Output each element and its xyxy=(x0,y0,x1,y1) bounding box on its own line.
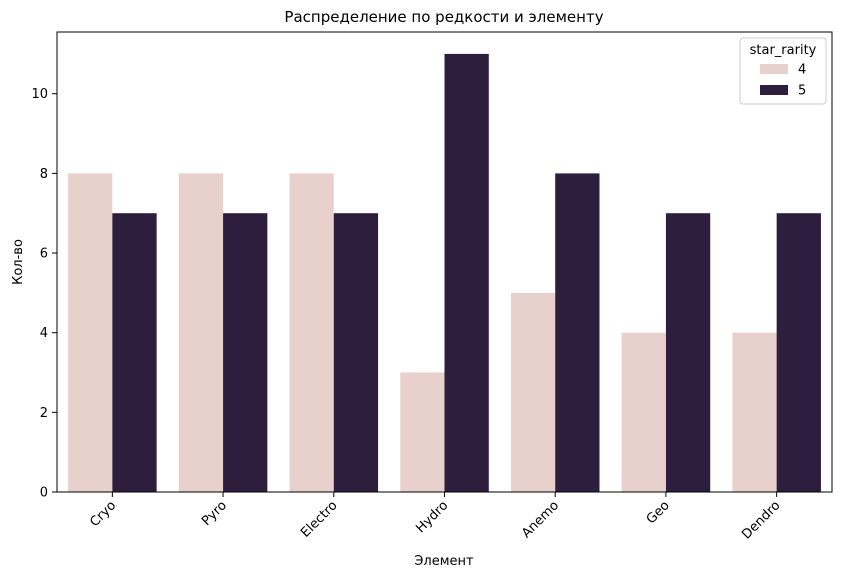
x-tick-label-anemo: Anemo xyxy=(519,498,562,541)
bar-dendro-rarity-5 xyxy=(776,213,821,492)
x-tick-label-pyro: Pyro xyxy=(199,498,230,529)
legend-swatch-4 xyxy=(760,64,788,74)
bar-pyro-rarity-5 xyxy=(223,213,268,492)
bar-dendro-rarity-4 xyxy=(732,332,777,492)
bars-group xyxy=(68,53,821,493)
y-tick-label: 4 xyxy=(40,326,48,341)
y-tick-label: 10 xyxy=(31,87,48,102)
bar-anemo-rarity-4 xyxy=(510,292,556,492)
bar-geo-rarity-4 xyxy=(621,332,666,492)
x-tick-label-hydro: Hydro xyxy=(413,498,451,536)
x-tick-label-geo: Geo xyxy=(644,498,673,527)
y-tick-label: 8 xyxy=(40,167,48,182)
y-axis-label: Кол-во xyxy=(11,239,26,285)
legend-title: star_rarity xyxy=(750,43,817,58)
bar-electro-rarity-5 xyxy=(333,213,379,492)
x-tick-label-electro: Electro xyxy=(298,498,341,541)
x-tick-label-dendro: Dendro xyxy=(739,498,783,542)
y-tick-label: 0 xyxy=(40,486,48,501)
bar-hydro-rarity-4 xyxy=(400,372,445,492)
legend: star_rarity 4 5 xyxy=(739,37,827,105)
x-axis-label: Элемент xyxy=(414,554,474,569)
bar-geo-rarity-5 xyxy=(665,213,711,492)
bar-cryo-rarity-5 xyxy=(112,213,157,492)
legend-label-4: 4 xyxy=(798,63,806,78)
bar-anemo-rarity-5 xyxy=(555,173,600,492)
bar-pyro-rarity-4 xyxy=(178,173,224,492)
x-tick-label-cryo: Cryo xyxy=(87,498,119,530)
legend-label-5: 5 xyxy=(798,84,806,99)
bar-hydro-rarity-5 xyxy=(444,53,489,493)
y-tick-label: 2 xyxy=(40,406,48,421)
y-tick-label: 6 xyxy=(40,247,48,262)
legend-swatch-5 xyxy=(760,85,788,95)
chart-title: Распределение по редкости и элементу xyxy=(284,8,603,26)
bar-electro-rarity-4 xyxy=(289,173,334,492)
bar-cryo-rarity-4 xyxy=(68,173,113,492)
